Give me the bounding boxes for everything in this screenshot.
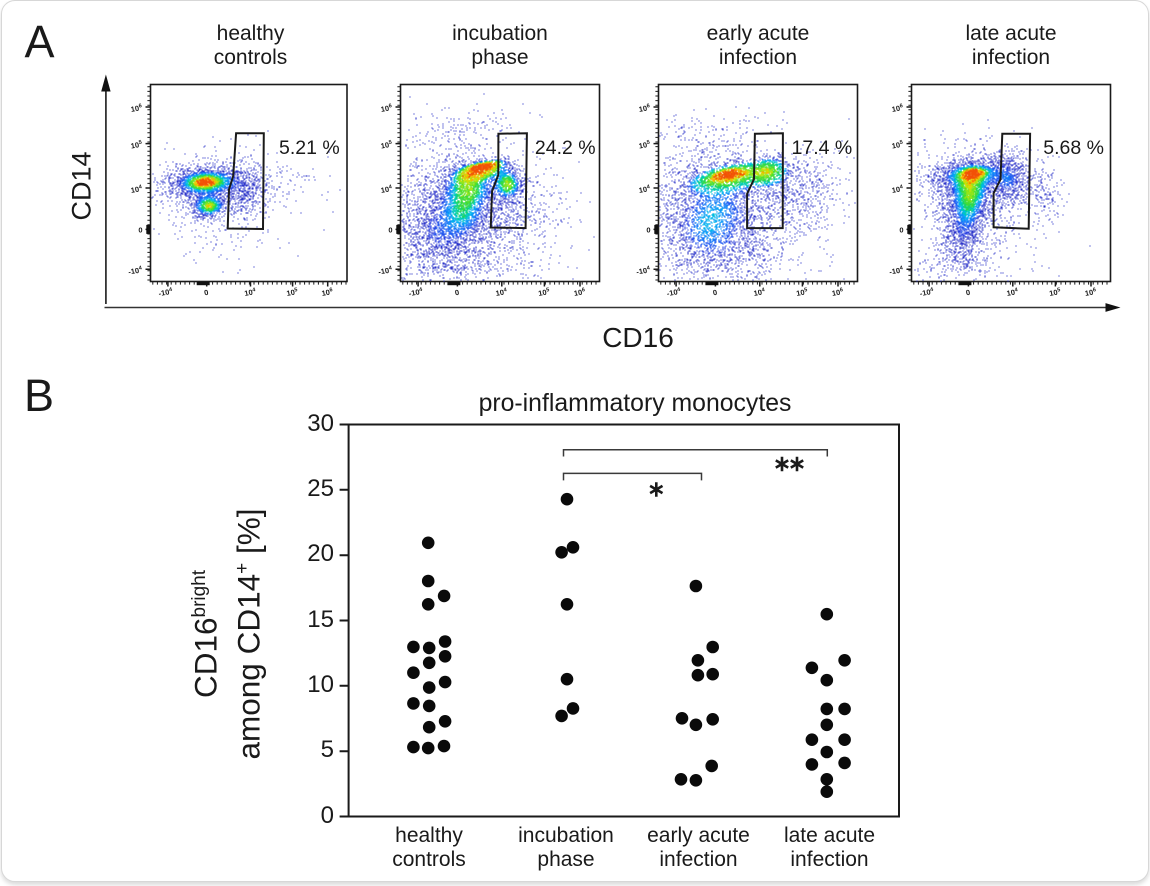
svg-text:105: 105 (796, 287, 809, 298)
svg-text:105: 105 (1049, 287, 1062, 298)
svg-text:0: 0 (712, 288, 718, 298)
svg-text:5.68 %: 5.68 % (1043, 137, 1104, 159)
svg-text:-104: -104 (408, 287, 424, 298)
svg-text:0: 0 (899, 225, 903, 234)
svg-text:-104: -104 (378, 265, 394, 276)
svg-text:106: 106 (130, 103, 143, 114)
svg-text:0: 0 (388, 225, 392, 234)
svg-text:104: 104 (638, 184, 652, 195)
svg-text:105: 105 (638, 140, 651, 151)
svg-text:-104: -104 (636, 265, 652, 276)
svg-text:-104: -104 (158, 287, 174, 298)
svg-text:-104: -104 (889, 265, 905, 276)
svg-text:0: 0 (138, 225, 142, 234)
svg-text:104: 104 (244, 287, 258, 298)
svg-text:104: 104 (891, 184, 905, 195)
svg-text:-104: -104 (128, 265, 144, 276)
svg-text:105: 105 (891, 140, 904, 151)
svg-text:0: 0 (454, 288, 460, 298)
svg-text:104: 104 (753, 287, 767, 298)
svg-text:105: 105 (286, 287, 299, 298)
svg-text:5.21 %: 5.21 % (279, 137, 340, 159)
svg-text:0: 0 (646, 225, 650, 234)
svg-text:106: 106 (891, 103, 904, 114)
svg-text:104: 104 (380, 184, 394, 195)
svg-text:106: 106 (638, 103, 651, 114)
svg-text:106: 106 (380, 103, 393, 114)
svg-text:106: 106 (573, 287, 586, 298)
svg-text:104: 104 (1006, 287, 1020, 298)
svg-text:104: 104 (495, 287, 509, 298)
svg-text:106: 106 (1084, 287, 1097, 298)
svg-text:-104: -104 (919, 287, 935, 298)
svg-text:106: 106 (831, 287, 844, 298)
svg-text:105: 105 (380, 140, 393, 151)
svg-text:105: 105 (538, 287, 551, 298)
svg-text:106: 106 (321, 287, 334, 298)
svg-text:105: 105 (130, 140, 143, 151)
svg-text:0: 0 (203, 288, 209, 298)
svg-text:0: 0 (965, 288, 971, 298)
svg-text:-104: -104 (666, 287, 682, 298)
svg-text:104: 104 (130, 184, 144, 195)
svg-text:17.4 %: 17.4 % (792, 137, 853, 159)
svg-text:24.2 %: 24.2 % (535, 137, 596, 159)
